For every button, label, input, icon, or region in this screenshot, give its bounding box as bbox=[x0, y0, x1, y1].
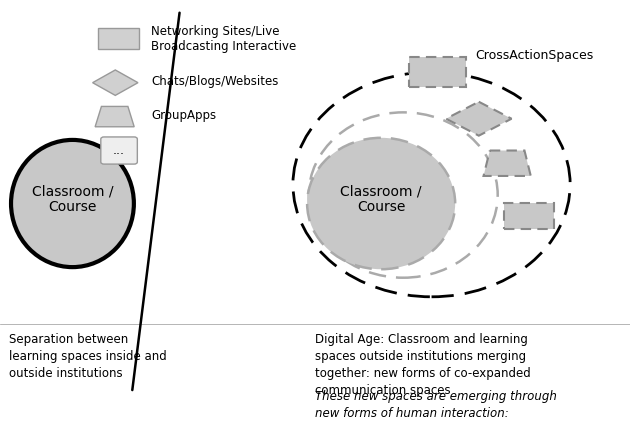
Text: ...: ... bbox=[113, 144, 125, 157]
Text: Chats/Blogs/Websites: Chats/Blogs/Websites bbox=[151, 75, 278, 88]
FancyBboxPatch shape bbox=[98, 28, 139, 49]
Text: Classroom /
Course: Classroom / Course bbox=[32, 184, 113, 215]
Text: Digital Age: Classroom and learning
spaces outside institutions merging
together: Digital Age: Classroom and learning spac… bbox=[315, 333, 530, 397]
Polygon shape bbox=[446, 102, 512, 136]
Text: CrossActionSpaces: CrossActionSpaces bbox=[476, 49, 594, 61]
Polygon shape bbox=[484, 151, 530, 176]
FancyBboxPatch shape bbox=[504, 203, 554, 229]
Polygon shape bbox=[95, 106, 134, 127]
Ellipse shape bbox=[11, 140, 134, 267]
Text: Classroom /
Course: Classroom / Course bbox=[340, 184, 422, 215]
Text: These new spaces are emerging through
new forms of human interaction:
MultiCross: These new spaces are emerging through ne… bbox=[315, 390, 557, 424]
Ellipse shape bbox=[307, 138, 455, 269]
Text: Separation between
learning spaces inside and
outside institutions: Separation between learning spaces insid… bbox=[9, 333, 167, 380]
Polygon shape bbox=[93, 70, 138, 95]
Text: GroupApps: GroupApps bbox=[151, 109, 216, 122]
FancyBboxPatch shape bbox=[410, 57, 466, 87]
Text: Networking Sites/Live
Broadcasting Interactive: Networking Sites/Live Broadcasting Inter… bbox=[151, 25, 297, 53]
FancyBboxPatch shape bbox=[101, 137, 137, 164]
